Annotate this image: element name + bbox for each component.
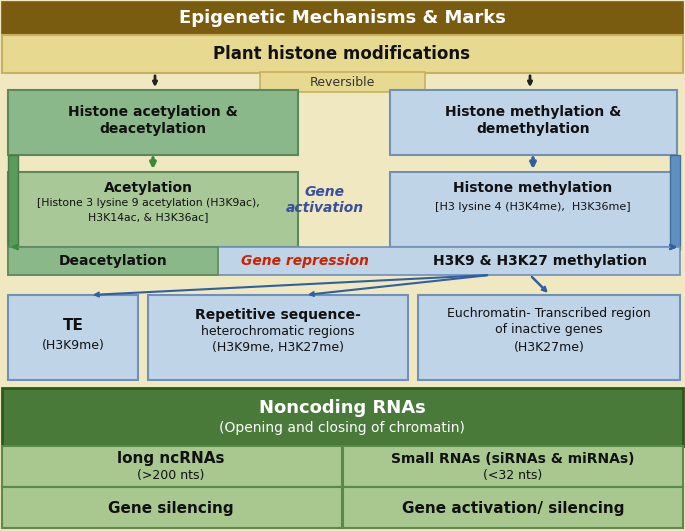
Text: Gene repression: Gene repression — [241, 254, 369, 268]
Bar — [260, 72, 425, 92]
Bar — [343, 446, 683, 487]
Bar — [8, 90, 298, 155]
Text: (<32 nts): (<32 nts) — [484, 469, 543, 483]
Bar — [670, 155, 680, 250]
Bar — [390, 172, 677, 247]
Text: (H3K9me): (H3K9me) — [42, 338, 104, 352]
Text: of inactive genes: of inactive genes — [495, 323, 603, 337]
Text: H3K14ac, & H3K36ac]: H3K14ac, & H3K36ac] — [88, 212, 208, 222]
Text: Reversible: Reversible — [310, 75, 375, 89]
Text: Deacetylation: Deacetylation — [59, 254, 167, 268]
Text: deacetylation: deacetylation — [99, 122, 207, 136]
Text: long ncRNAs: long ncRNAs — [117, 451, 225, 467]
Text: Gene silencing: Gene silencing — [108, 501, 234, 516]
Bar — [2, 487, 342, 528]
Text: (H3K27me): (H3K27me) — [514, 340, 584, 354]
Text: TE: TE — [62, 318, 84, 332]
Text: Euchromatin- Transcribed region: Euchromatin- Transcribed region — [447, 306, 651, 320]
Text: Gene activation/ silencing: Gene activation/ silencing — [401, 501, 624, 516]
Bar — [2, 388, 683, 446]
Text: H3K9 & H3K27 methylation: H3K9 & H3K27 methylation — [433, 254, 647, 268]
Text: Histone methylation &: Histone methylation & — [445, 105, 621, 119]
Bar — [390, 90, 677, 155]
Bar — [8, 247, 680, 275]
Text: demethylation: demethylation — [476, 122, 590, 136]
Text: [H3 lysine 4 (H3K4me),  H3K36me]: [H3 lysine 4 (H3K4me), H3K36me] — [435, 202, 631, 212]
Text: (Opening and closing of chromatin): (Opening and closing of chromatin) — [219, 421, 465, 435]
Text: Epigenetic Mechanisms & Marks: Epigenetic Mechanisms & Marks — [179, 9, 506, 27]
Text: Acetylation: Acetylation — [103, 181, 192, 195]
Text: Small RNAs (siRNAs & miRNAs): Small RNAs (siRNAs & miRNAs) — [391, 452, 635, 466]
Text: (H3K9me, H3K27me): (H3K9me, H3K27me) — [212, 341, 344, 355]
Text: Noncoding RNAs: Noncoding RNAs — [259, 399, 425, 417]
Text: Plant histone modifications: Plant histone modifications — [214, 45, 471, 63]
Bar — [8, 172, 298, 247]
Bar — [148, 295, 408, 380]
Text: Gene
activation: Gene activation — [286, 185, 364, 215]
Bar — [2, 35, 683, 73]
Bar — [418, 295, 680, 380]
Text: Histone acetylation &: Histone acetylation & — [68, 105, 238, 119]
Bar — [8, 155, 18, 250]
Bar — [8, 295, 138, 380]
Text: [Histone 3 lysine 9 acetylation (H3K9ac),: [Histone 3 lysine 9 acetylation (H3K9ac)… — [36, 198, 260, 208]
Text: Histone methylation: Histone methylation — [453, 181, 612, 195]
Bar — [2, 2, 683, 35]
Text: (>200 nts): (>200 nts) — [137, 469, 205, 483]
Text: heterochromatic regions: heterochromatic regions — [201, 326, 355, 338]
Bar — [8, 247, 218, 275]
Text: Repetitive sequence-: Repetitive sequence- — [195, 308, 361, 322]
Bar — [2, 446, 342, 487]
Bar — [343, 487, 683, 528]
